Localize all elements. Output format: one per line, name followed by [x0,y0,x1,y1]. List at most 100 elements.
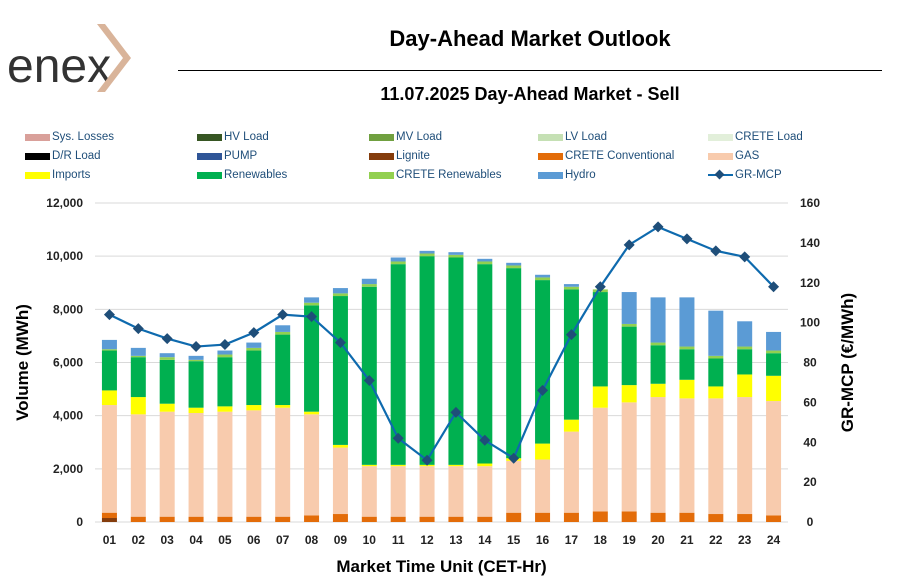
bar-segment [708,386,724,399]
bar-segment [390,516,406,522]
x-tick-label: 17 [565,533,579,547]
x-tick-label: 05 [218,533,232,547]
legend-label: MV Load [396,131,443,143]
gr-mcp-marker [768,281,780,293]
bar-segment [246,516,262,522]
legend-item: GR-MCP [708,166,782,184]
bar-segment [159,403,175,412]
bar-segment [650,345,666,384]
bar-segment [188,361,204,408]
legend-label: Sys. Losses [52,131,114,143]
x-tick-label: 13 [449,533,463,547]
x-tick-label: 14 [478,533,492,547]
bar-segment [188,407,204,414]
bar-segment [621,292,637,324]
gr-mcp-marker [306,311,318,323]
x-tick-label: 12 [420,533,434,547]
y-tick-label: 12,000 [46,196,83,210]
bar-segment [650,397,666,513]
bar-segment [766,515,782,522]
gr-mcp-marker [161,333,173,345]
legend-label: D/R Load [52,150,101,162]
gr-mcp-marker [681,233,693,245]
gr-mcp-marker [219,339,231,351]
x-tick-label: 19 [623,533,637,547]
gr-mcp-marker [508,452,520,464]
bar-segment [246,405,262,411]
bar-segment [737,514,753,522]
bar-segment [477,261,493,265]
bar-segment [361,284,377,287]
bar-segment [448,466,464,517]
bar-segment [217,516,233,522]
bar-segment [217,354,233,358]
y-tick-label: 10,000 [46,249,83,263]
x-tick-label: 20 [651,533,665,547]
bar-segment [101,390,117,406]
bar-segment [737,346,753,350]
bar-segment [130,347,146,356]
gr-mcp-marker [594,281,606,293]
x-tick-label: 02 [132,533,146,547]
bar-segment [448,252,464,255]
gr-mcp-marker [710,245,722,257]
page-title: Day-Ahead Market Outlook [389,26,671,51]
legend-label: Renewables [224,169,288,181]
bar-segment [737,397,753,515]
bar-segment [650,297,666,343]
gr-mcp-marker [652,221,664,233]
bar-segment [275,405,291,408]
legend-item: Hydro [538,166,596,184]
bar-segment [679,379,695,399]
bar-segment [563,286,579,290]
legend-swatch [197,152,222,160]
legend-label: Imports [52,169,91,181]
legend-item: PUMP [197,147,257,165]
bar-segment [621,323,637,327]
y2-tick-label: 80 [803,356,817,370]
bar-segment [101,339,117,350]
bar-segment [448,257,464,465]
bar-segment [217,350,233,355]
bar-segment [679,297,695,347]
x-tick-label: 18 [594,533,608,547]
bar-segment [563,284,579,287]
bar-segment [766,353,782,376]
y-tick-label: 4,000 [53,409,83,423]
bar-segment [304,414,320,516]
legend-label: LV Load [565,131,607,143]
bar-segment [592,407,608,512]
gr-mcp-marker [277,309,289,321]
bar-segment [361,464,377,467]
x-tick-label: 03 [161,533,175,547]
bar-segment [419,250,435,254]
legend-item: LV Load [538,128,607,146]
bar-segment [159,353,175,358]
x-tick-label: 15 [507,533,521,547]
gr-mcp-marker [739,251,751,263]
bar-segment [159,516,175,522]
bar-segment [101,512,117,519]
bar-segment [563,512,579,522]
bar-segment [592,292,608,387]
bar-segment [390,264,406,465]
bar-segment [506,512,522,522]
bar-segment [101,518,117,522]
y2-tick-label: 60 [803,395,817,409]
bar-segment [159,359,175,404]
x-tick-label: 24 [767,533,781,547]
gr-mcp-marker [479,434,491,446]
y2-tick-label: 0 [807,515,814,529]
bar-segment [506,265,522,269]
gr-mcp-marker [190,341,202,353]
bar-segment [679,512,695,522]
bar-segment [246,410,262,517]
bar-segment [390,466,406,517]
x-tick-label: 21 [680,533,694,547]
bar-segment [592,386,608,408]
bar-segment [188,413,204,517]
title-divider [178,70,882,71]
gr-mcp-marker [363,374,375,386]
legend-swatch [708,152,733,160]
